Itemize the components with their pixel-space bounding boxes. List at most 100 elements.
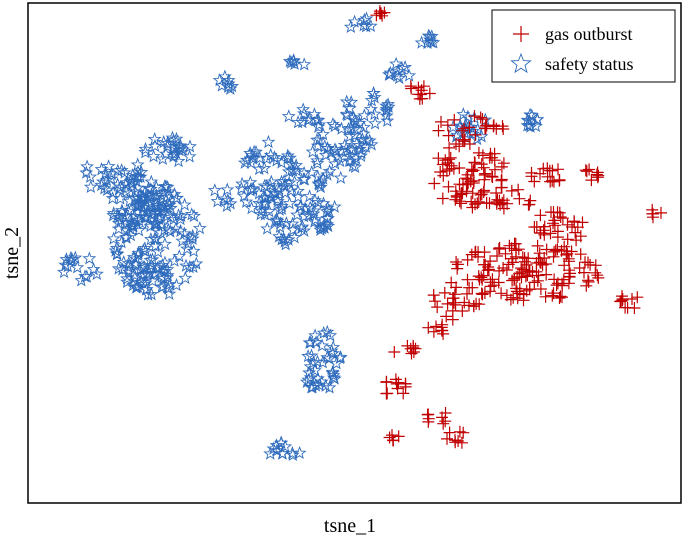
point-gas-outburst bbox=[561, 233, 574, 246]
point-safety-status bbox=[271, 184, 286, 198]
point-gas-outburst bbox=[474, 188, 487, 201]
point-gas-outburst bbox=[499, 247, 512, 260]
point-gas-outburst bbox=[437, 169, 450, 182]
point-safety-status bbox=[352, 138, 367, 152]
point-gas-outburst bbox=[510, 285, 523, 298]
point-gas-outburst bbox=[461, 287, 473, 300]
point-gas-outburst bbox=[556, 291, 568, 304]
point-safety-status bbox=[161, 222, 176, 236]
point-gas-outburst bbox=[442, 180, 455, 193]
point-gas-outburst bbox=[476, 288, 489, 301]
point-gas-outburst bbox=[451, 262, 464, 275]
point-safety-status bbox=[137, 241, 152, 255]
point-safety-status bbox=[94, 162, 109, 176]
point-safety-status bbox=[145, 273, 160, 287]
point-gas-outburst bbox=[466, 187, 479, 200]
point-gas-outburst bbox=[547, 250, 560, 263]
point-safety-status bbox=[272, 229, 286, 243]
point-safety-status bbox=[281, 109, 296, 123]
point-safety-status bbox=[157, 179, 172, 193]
point-gas-outburst bbox=[439, 154, 452, 167]
point-safety-status bbox=[269, 438, 284, 452]
point-safety-status bbox=[153, 225, 168, 239]
point-safety-status bbox=[147, 206, 162, 220]
point-gas-outburst bbox=[647, 211, 659, 224]
point-gas-outburst bbox=[515, 266, 528, 279]
point-gas-outburst bbox=[497, 123, 510, 135]
point-safety-status bbox=[297, 106, 311, 120]
y-axis-label: tsne_2 bbox=[1, 227, 23, 279]
point-gas-outburst bbox=[477, 186, 490, 198]
point-gas-outburst bbox=[407, 339, 420, 352]
point-safety-status bbox=[104, 171, 119, 185]
point-gas-outburst bbox=[591, 166, 604, 179]
point-safety-status bbox=[313, 222, 328, 237]
point-safety-status bbox=[354, 148, 368, 162]
point-gas-outburst bbox=[493, 264, 506, 277]
point-gas-outburst bbox=[537, 162, 550, 175]
point-safety-status bbox=[148, 217, 163, 231]
point-gas-outburst bbox=[509, 237, 522, 250]
point-gas-outburst bbox=[386, 429, 398, 442]
point-safety-status bbox=[359, 132, 374, 146]
point-safety-status bbox=[314, 374, 329, 388]
point-gas-outburst bbox=[582, 274, 594, 287]
point-gas-outburst bbox=[456, 133, 469, 146]
point-safety-status bbox=[144, 287, 159, 301]
point-safety-status bbox=[530, 112, 545, 126]
point-safety-status bbox=[163, 224, 178, 238]
point-safety-status bbox=[106, 185, 121, 199]
point-gas-outburst bbox=[497, 157, 510, 170]
point-safety-status bbox=[320, 324, 335, 339]
point-gas-outburst bbox=[412, 88, 425, 101]
point-safety-status bbox=[310, 153, 325, 167]
point-safety-status bbox=[235, 176, 250, 190]
point-safety-status bbox=[316, 171, 331, 185]
point-safety-status bbox=[244, 155, 259, 169]
point-safety-status bbox=[142, 265, 157, 280]
point-gas-outburst bbox=[437, 327, 450, 340]
point-safety-status bbox=[106, 208, 121, 222]
point-gas-outburst bbox=[471, 197, 484, 210]
point-gas-outburst bbox=[381, 387, 394, 400]
point-safety-status bbox=[138, 244, 153, 258]
point-gas-outburst bbox=[582, 256, 594, 269]
point-gas-outburst bbox=[486, 273, 499, 286]
point-safety-status bbox=[295, 219, 310, 233]
point-safety-status bbox=[114, 163, 129, 177]
point-gas-outburst bbox=[547, 175, 560, 188]
point-safety-status bbox=[294, 198, 308, 213]
point-safety-status bbox=[189, 256, 204, 270]
point-safety-status bbox=[398, 59, 413, 74]
point-safety-status bbox=[157, 237, 172, 251]
point-safety-status bbox=[128, 257, 143, 272]
point-safety-status bbox=[379, 101, 394, 116]
point-gas-outburst bbox=[511, 292, 524, 305]
point-gas-outburst bbox=[422, 321, 435, 334]
point-safety-status bbox=[316, 325, 331, 339]
point-safety-status bbox=[138, 275, 153, 289]
point-safety-status bbox=[344, 95, 359, 109]
point-gas-outburst bbox=[504, 293, 517, 306]
point-safety-status bbox=[287, 230, 302, 244]
point-gas-outburst bbox=[563, 271, 576, 283]
point-safety-status bbox=[379, 108, 394, 122]
point-gas-outburst bbox=[532, 269, 545, 282]
point-gas-outburst bbox=[551, 231, 564, 244]
point-safety-status bbox=[239, 194, 254, 208]
point-safety-status bbox=[167, 253, 182, 267]
point-gas-outburst bbox=[484, 285, 497, 298]
point-safety-status bbox=[269, 212, 284, 226]
point-safety-status bbox=[300, 374, 314, 389]
point-gas-outburst bbox=[545, 206, 557, 219]
point-safety-status bbox=[466, 124, 480, 138]
point-safety-status bbox=[136, 267, 151, 281]
point-safety-status bbox=[320, 217, 335, 231]
legend-marker-safety-status bbox=[510, 52, 532, 74]
point-safety-status bbox=[121, 260, 136, 274]
point-gas-outburst bbox=[580, 279, 593, 292]
point-safety-status bbox=[101, 159, 116, 173]
point-safety-status bbox=[264, 174, 279, 188]
point-safety-status bbox=[178, 271, 193, 285]
point-gas-outburst bbox=[429, 295, 441, 308]
